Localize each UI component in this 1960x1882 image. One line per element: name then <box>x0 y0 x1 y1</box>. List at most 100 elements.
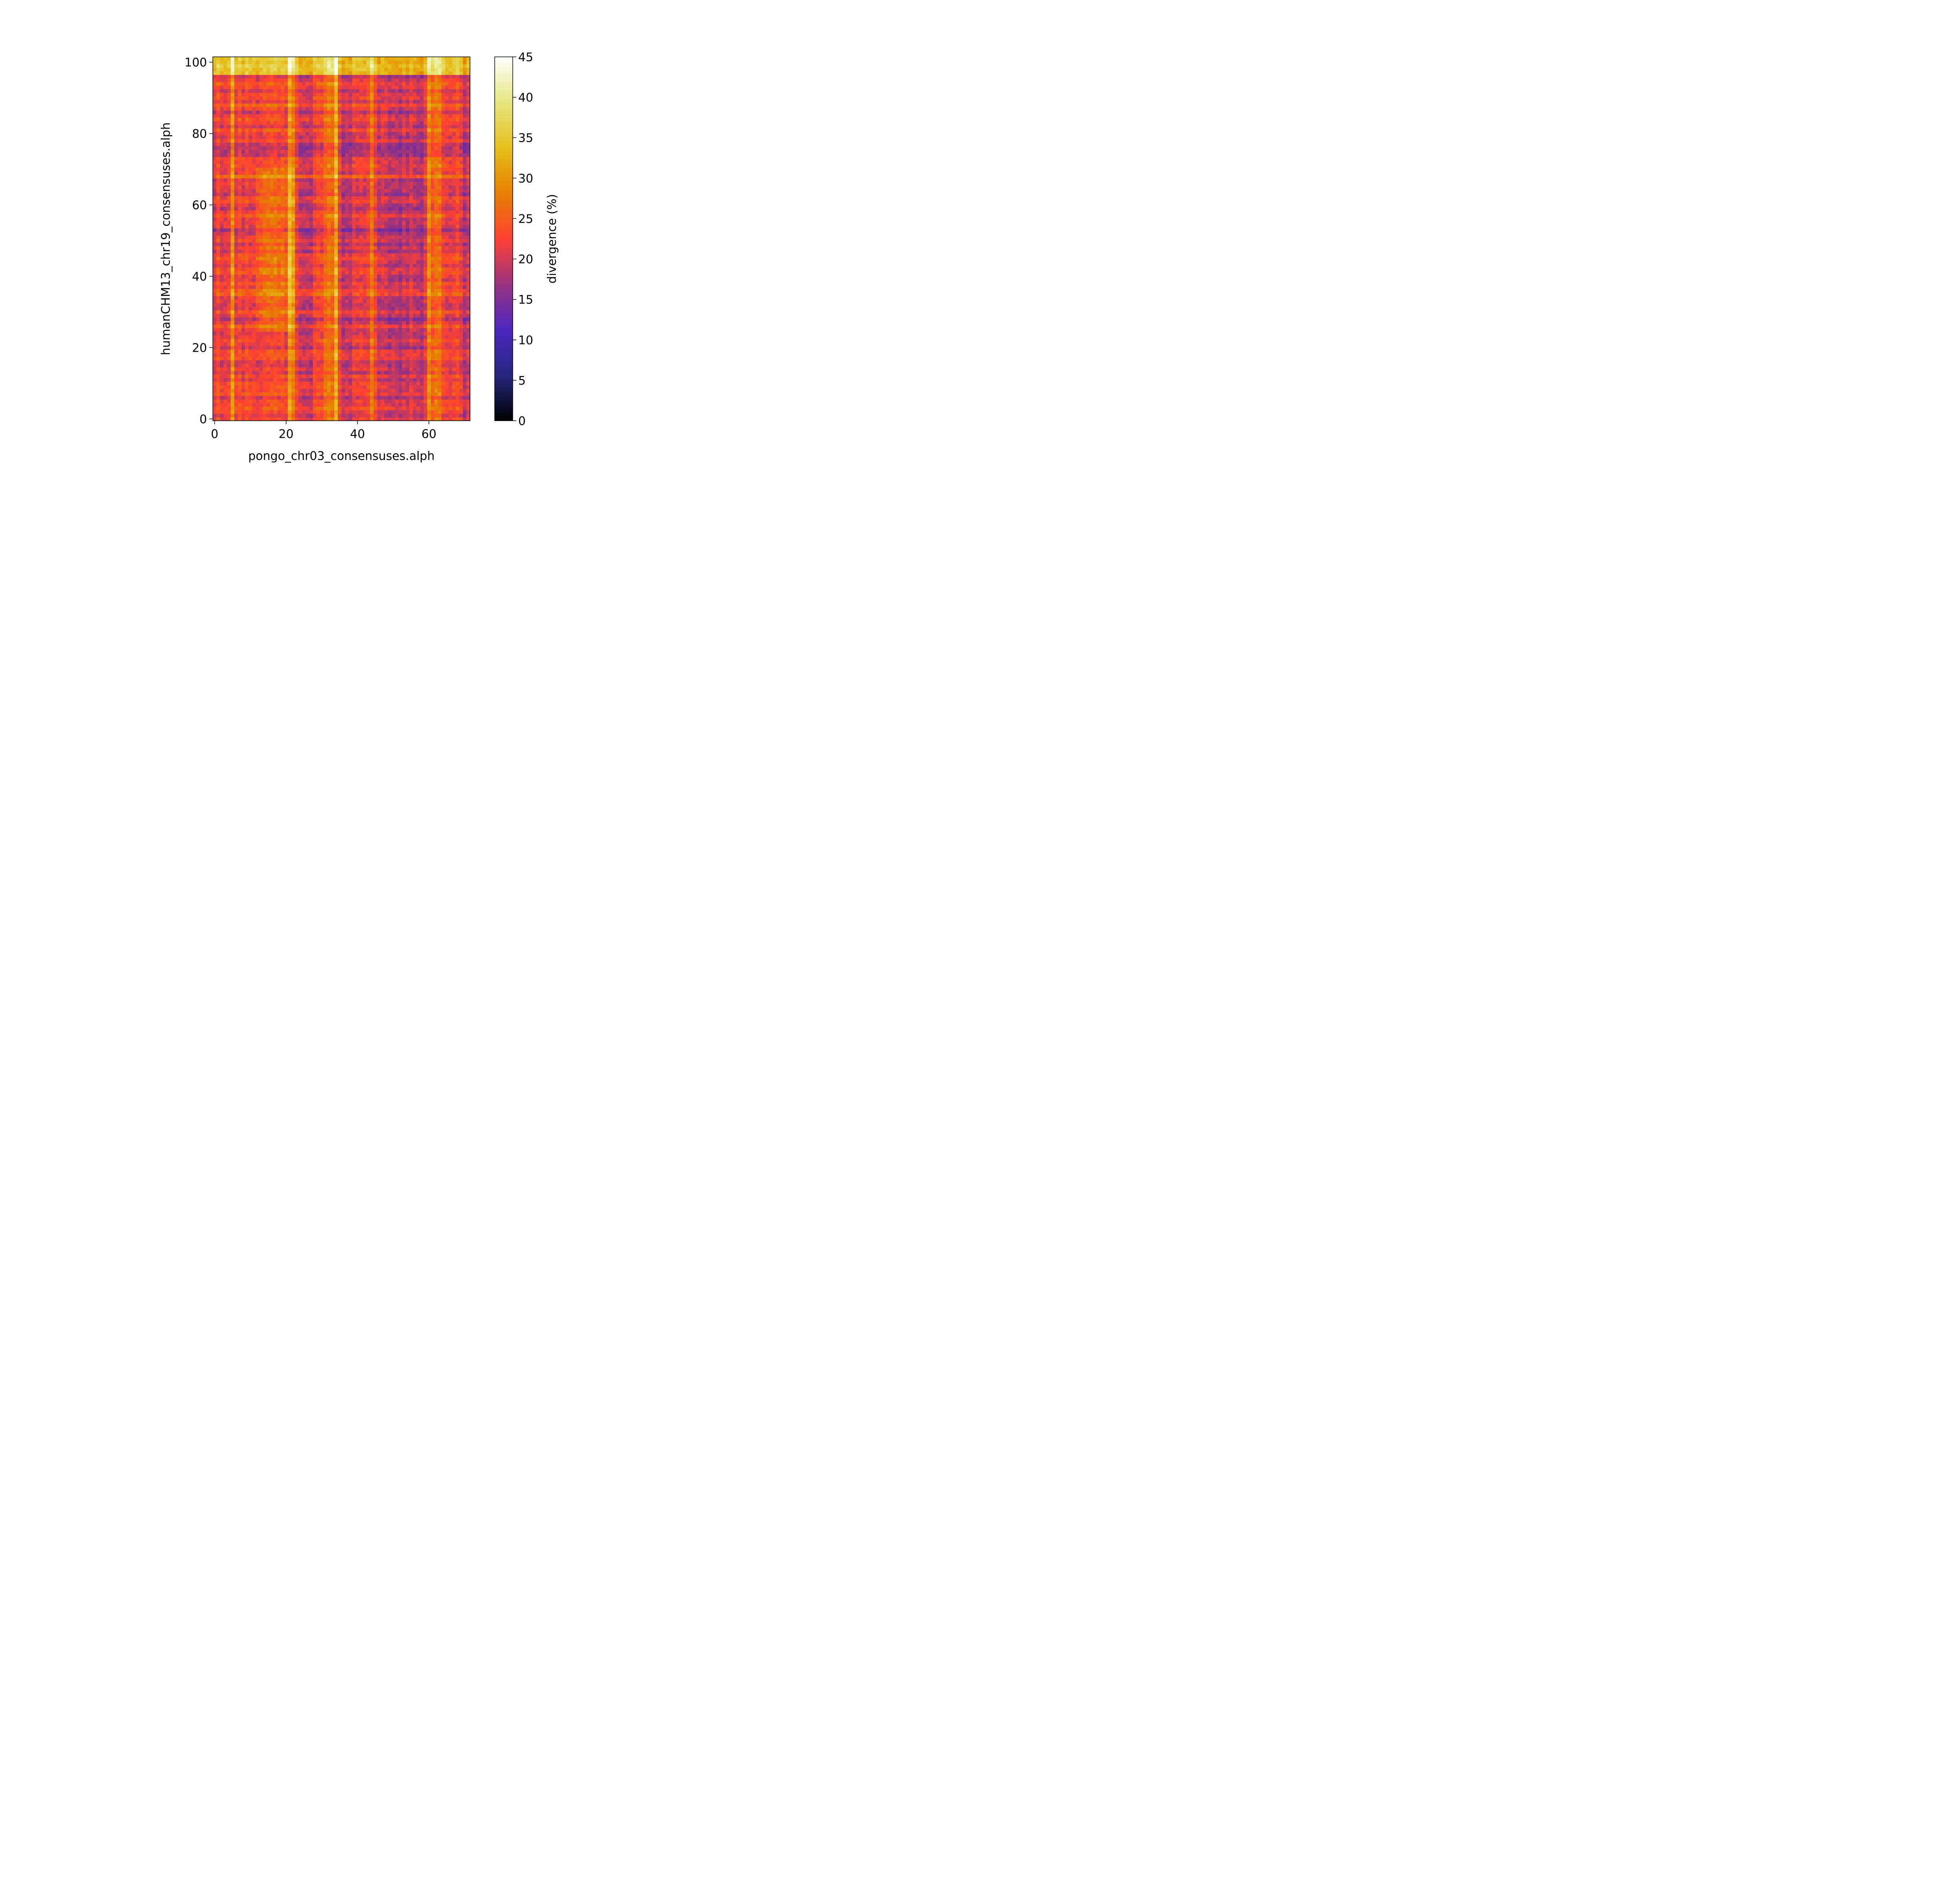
heatmap-cell <box>345 385 349 389</box>
heatmap-cell <box>270 182 274 186</box>
heatmap-cell <box>305 342 310 346</box>
heatmap-cell <box>270 403 274 407</box>
heatmap-cell <box>463 224 467 229</box>
heatmap-cell <box>395 189 399 193</box>
heatmap-cell <box>423 282 428 285</box>
heatmap-cell <box>463 185 467 189</box>
heatmap-cell <box>273 338 278 343</box>
heatmap-cell <box>313 317 317 321</box>
heatmap-cell <box>459 321 463 325</box>
heatmap-cell <box>395 360 399 364</box>
heatmap-cell <box>445 178 449 182</box>
heatmap-cell <box>434 389 438 392</box>
heatmap-cell <box>391 363 396 368</box>
heatmap-cell <box>388 310 392 314</box>
heatmap-cell <box>238 192 242 196</box>
heatmap-cell <box>398 328 403 332</box>
heatmap-cell <box>277 199 281 203</box>
heatmap-cell <box>284 345 288 350</box>
heatmap-cell <box>216 306 220 311</box>
heatmap-cell <box>445 174 449 178</box>
heatmap-cell <box>309 396 313 400</box>
heatmap-cell <box>423 385 428 389</box>
heatmap-cell <box>377 239 381 243</box>
heatmap-cell <box>423 356 428 360</box>
heatmap-cell <box>406 182 410 186</box>
heatmap-cell <box>348 342 352 346</box>
heatmap-cell <box>448 303 453 307</box>
heatmap-cell <box>241 306 245 311</box>
heatmap-cell <box>220 310 224 314</box>
heatmap-cell <box>348 310 352 314</box>
heatmap-cell <box>466 374 470 378</box>
heatmap-cell <box>370 221 374 225</box>
heatmap-cell <box>284 207 288 211</box>
heatmap-cell <box>413 199 417 203</box>
heatmap-cell <box>245 260 249 264</box>
heatmap-cell <box>266 374 270 378</box>
heatmap-cell <box>223 356 228 360</box>
heatmap-cell <box>223 171 228 175</box>
heatmap-cell <box>370 335 374 339</box>
heatmap-cell <box>213 256 217 261</box>
heatmap-cell <box>420 345 424 350</box>
heatmap-cell <box>256 378 260 382</box>
heatmap-cell <box>416 335 421 339</box>
heatmap-cell <box>223 353 228 357</box>
heatmap-cell <box>459 210 463 214</box>
heatmap-cell <box>316 189 320 193</box>
heatmap-cell <box>305 314 310 318</box>
heatmap-cell <box>302 367 306 371</box>
heatmap-cell <box>288 371 292 375</box>
heatmap-cell <box>413 403 417 407</box>
heatmap-cell <box>305 345 310 350</box>
heatmap-cell <box>338 192 342 196</box>
heatmap-cell <box>406 353 410 357</box>
heatmap-cell <box>341 231 345 236</box>
heatmap-cell <box>459 289 463 293</box>
heatmap-cell <box>381 303 385 307</box>
heatmap-cell <box>302 192 306 196</box>
heatmap-cell <box>348 246 352 250</box>
heatmap-cell <box>430 413 435 418</box>
heatmap-cell <box>377 417 381 421</box>
heatmap-cell <box>356 196 360 200</box>
heatmap-cell <box>409 224 413 229</box>
heatmap-cell <box>441 321 445 325</box>
heatmap-cell <box>434 274 438 278</box>
heatmap-cell <box>230 385 235 389</box>
heatmap-cell <box>277 274 281 278</box>
heatmap-cell <box>234 203 238 207</box>
heatmap-cell <box>438 317 442 321</box>
heatmap-cell <box>374 389 377 392</box>
heatmap-cell <box>220 253 224 257</box>
heatmap-cell <box>441 192 445 196</box>
heatmap-cell <box>270 399 274 403</box>
heatmap-cell <box>341 381 345 385</box>
heatmap-cell <box>249 396 252 400</box>
heatmap-cell <box>381 285 385 289</box>
heatmap-cell <box>348 392 352 396</box>
heatmap-cell <box>366 296 370 300</box>
heatmap-cell <box>384 256 388 261</box>
heatmap-cell <box>281 239 285 243</box>
heatmap-cell <box>234 410 238 414</box>
heatmap-cell <box>266 389 270 392</box>
heatmap-cell <box>316 396 320 400</box>
heatmap-cell <box>395 249 399 253</box>
heatmap-cell <box>284 174 288 178</box>
heatmap-cell <box>256 331 260 336</box>
heatmap-cell <box>338 282 342 285</box>
heatmap-cell <box>298 228 303 232</box>
heatmap-cell <box>413 321 417 325</box>
heatmap-cell <box>313 171 317 175</box>
heatmap-cell <box>409 363 413 368</box>
heatmap-cell <box>441 317 445 321</box>
heatmap-cell <box>356 385 360 389</box>
heatmap-cell <box>288 260 292 264</box>
heatmap-cell <box>316 185 320 189</box>
heatmap-cell <box>416 239 421 243</box>
heatmap-cell <box>345 328 349 332</box>
heatmap-cell <box>366 231 370 236</box>
heatmap-cell <box>434 317 438 321</box>
